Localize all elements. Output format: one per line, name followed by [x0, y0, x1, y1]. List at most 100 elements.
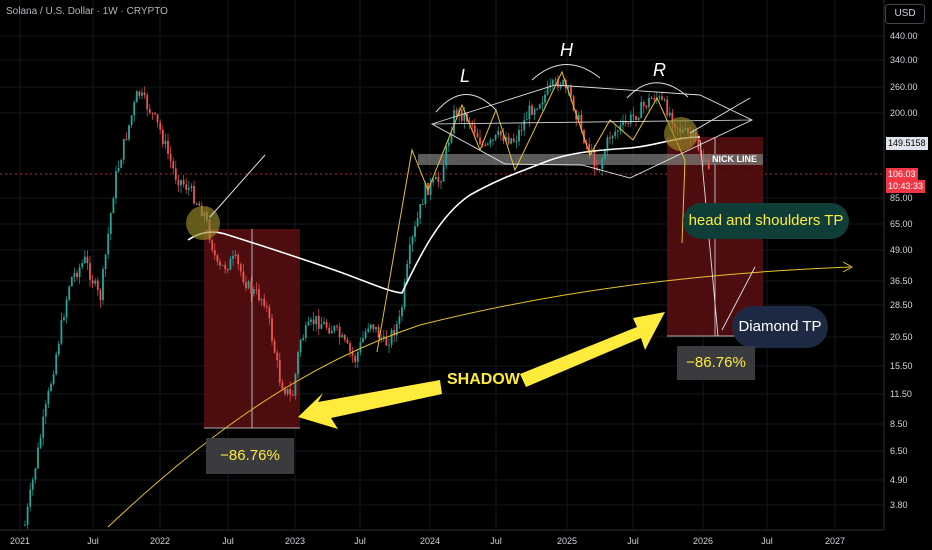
candle-body — [65, 299, 68, 318]
candle-body — [284, 389, 286, 394]
candle-body — [128, 125, 130, 140]
candle-body — [510, 138, 513, 144]
candle-body — [536, 108, 539, 110]
current-price-tag: 106.03 — [886, 168, 918, 181]
candle-body — [338, 326, 341, 338]
candle-body — [349, 343, 351, 352]
candle-body — [297, 352, 299, 374]
candle-body — [115, 171, 117, 199]
candle-body — [76, 272, 78, 278]
candle-body — [549, 84, 552, 87]
currency-button[interactable]: USD — [885, 4, 925, 24]
candle-body — [434, 177, 437, 180]
candle-body — [658, 96, 661, 98]
candle-body — [419, 204, 422, 219]
shadow-label: SHADOW — [447, 371, 520, 388]
candle-body — [141, 92, 143, 96]
price-tick-label: 4.90 — [890, 475, 908, 485]
candle-body — [190, 186, 193, 189]
candle-body — [156, 114, 159, 123]
candle-body — [588, 143, 591, 154]
candle-body — [185, 184, 188, 190]
time-tick-label: Jul — [354, 536, 366, 546]
candle-body — [463, 113, 466, 121]
candle-body — [52, 374, 55, 384]
candle-body — [424, 182, 427, 204]
candle-body — [668, 112, 671, 116]
candle-body — [278, 360, 281, 383]
chart-title: Solana / U.S. Dollar · 1W · CRYPTO — [6, 6, 168, 17]
candle-body — [468, 121, 471, 123]
candle-body — [388, 344, 390, 346]
candle-body — [460, 109, 463, 121]
candle-body — [533, 109, 536, 115]
candle-body — [180, 180, 182, 186]
price-tick-label: 3.80 — [890, 500, 908, 510]
candle-body — [585, 142, 588, 144]
price-tick-label: 8.50 — [890, 419, 908, 429]
candle-body — [520, 129, 523, 131]
candle-body — [31, 479, 34, 490]
nick-line-label: NICK LINE — [712, 154, 757, 164]
shadow-arrow-right — [520, 312, 665, 387]
candle-body — [252, 289, 255, 294]
candle-body — [330, 330, 333, 334]
candle-body — [24, 524, 26, 526]
candle-body — [601, 158, 604, 169]
candle-body — [471, 122, 474, 126]
candle-body — [182, 180, 185, 185]
candle-body — [26, 506, 29, 525]
candle-body — [333, 326, 336, 331]
price-tick-label: 200.00 — [890, 108, 918, 118]
candle-body — [86, 256, 89, 264]
candle-body — [473, 125, 476, 134]
candle-body — [44, 403, 47, 417]
candle-body — [193, 186, 195, 204]
candle-body — [697, 138, 700, 151]
candle-body — [640, 102, 643, 119]
marked-level-tag: 149.5158 — [886, 137, 928, 150]
candle-body — [593, 150, 596, 168]
time-axis-labels: 2021 Jul 2022 Jul 2023 Jul 2024 Jul 2025 Jul 2026 J… — [10, 536, 845, 546]
price-tick-label: 260.00 — [890, 82, 918, 92]
hs-tp-label: head and shoulders TP — [683, 203, 849, 239]
candle-body — [398, 316, 401, 325]
candle-body — [572, 96, 575, 111]
time-tick-label: Jul — [627, 536, 639, 546]
candle-body — [317, 315, 320, 329]
candle-body — [429, 182, 432, 195]
candle-body — [707, 159, 710, 169]
candle-body — [55, 354, 58, 375]
left-shoulder-arc — [435, 94, 497, 113]
candle-body — [502, 135, 505, 141]
candle-body — [211, 240, 214, 251]
candle-body — [440, 181, 442, 183]
candle-body — [351, 351, 354, 356]
candle-body — [224, 264, 227, 270]
candle-body — [497, 131, 500, 135]
candle-body — [619, 125, 622, 131]
candle-body — [546, 86, 549, 95]
long-term-trend-curve — [107, 266, 851, 528]
candle-body — [551, 80, 554, 85]
candle-body — [73, 272, 76, 277]
candle-body — [455, 110, 458, 116]
candle-body — [554, 79, 557, 81]
candle-body — [70, 276, 73, 287]
candle-body — [39, 437, 42, 448]
candle-body — [102, 269, 104, 301]
candle-body — [372, 324, 375, 330]
candle-body — [258, 289, 260, 301]
candle-body — [637, 118, 640, 121]
candle-body — [239, 264, 242, 272]
head-label: H — [560, 40, 573, 60]
candle-body — [414, 226, 416, 237]
candle-body — [632, 114, 635, 117]
candle-body — [242, 271, 245, 283]
candle-body — [385, 336, 388, 346]
candle-body — [611, 135, 614, 138]
time-tick-label: 2023 — [285, 536, 305, 546]
candle-body — [507, 137, 510, 144]
top-highlight-right — [664, 117, 698, 151]
